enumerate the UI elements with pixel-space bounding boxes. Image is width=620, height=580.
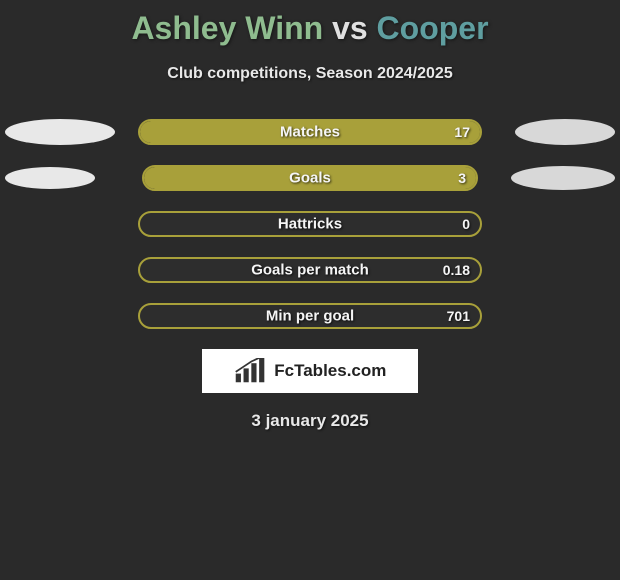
stat-bar-fill	[144, 167, 476, 189]
stat-row: Matches17	[0, 119, 620, 145]
stat-bar: Hattricks0	[138, 211, 482, 237]
left-ellipse	[5, 167, 95, 189]
fctables-logo[interactable]: FcTables.com	[202, 349, 418, 393]
stat-value: 0	[462, 216, 470, 232]
stat-bar-fill	[140, 121, 480, 143]
left-ellipse	[5, 119, 115, 145]
bar-chart-icon	[234, 358, 269, 384]
stat-row: Min per goal701	[0, 303, 620, 329]
comparison-title: Ashley Winn vs Cooper	[0, 0, 620, 47]
stat-bar: Matches17	[138, 119, 482, 145]
stat-label: Hattricks	[140, 216, 480, 233]
player1-name: Ashley Winn	[131, 10, 323, 46]
stat-row: Goals per match0.18	[0, 257, 620, 283]
stat-row: Hattricks0	[0, 211, 620, 237]
stat-row: Goals3	[0, 165, 620, 191]
stat-value: 0.18	[443, 262, 470, 278]
date-text: 3 january 2025	[0, 411, 620, 431]
title-vs: vs	[332, 10, 368, 46]
subtitle: Club competitions, Season 2024/2025	[0, 65, 620, 83]
right-ellipse	[511, 166, 615, 190]
stat-value: 701	[447, 308, 470, 324]
stat-bar: Goals3	[142, 165, 478, 191]
stats-chart: Matches17 Goals3 Hattricks0 Goals per match…	[0, 119, 620, 329]
stat-label: Min per goal	[140, 308, 480, 325]
logo-text: FcTables.com	[274, 361, 386, 381]
stat-label: Goals per match	[140, 262, 480, 279]
player2-name: Cooper	[377, 10, 489, 46]
stat-bar: Goals per match0.18	[138, 257, 482, 283]
stat-bar: Min per goal701	[138, 303, 482, 329]
right-ellipse	[515, 119, 615, 145]
